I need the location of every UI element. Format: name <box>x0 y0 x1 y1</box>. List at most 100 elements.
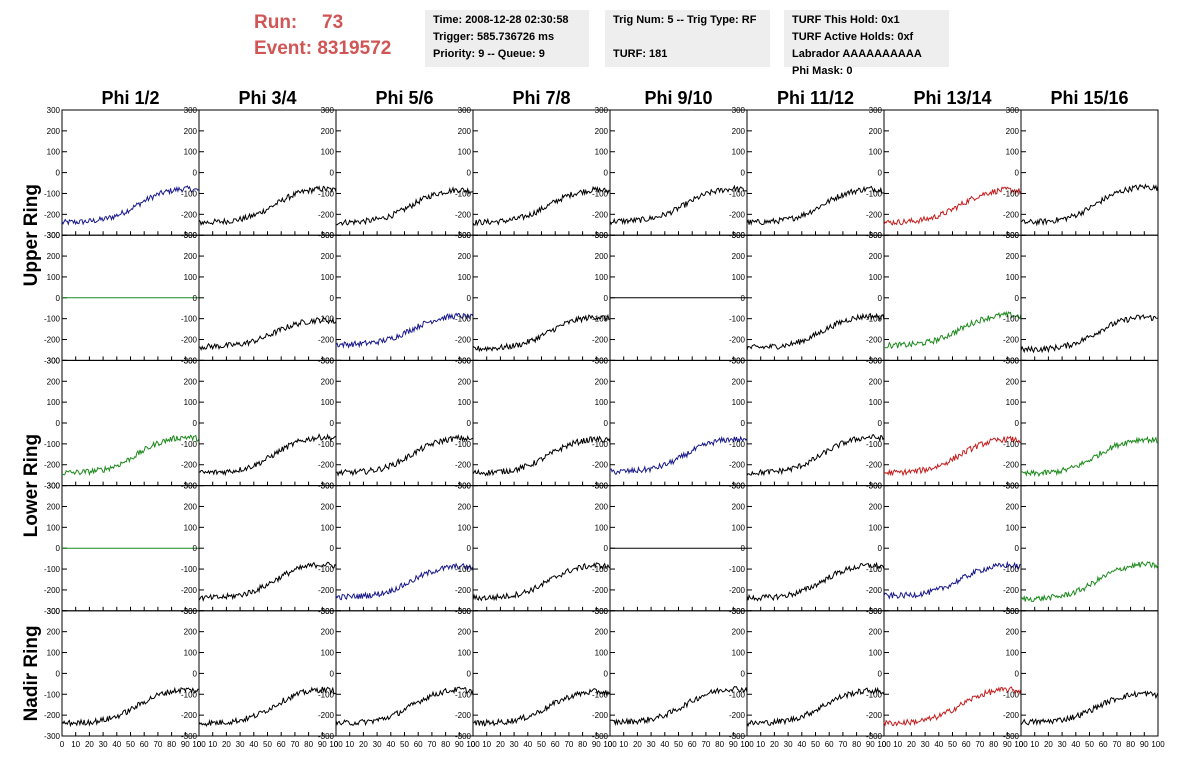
y-tick-label: 100 <box>1006 649 1020 658</box>
y-tick-label: 200 <box>732 377 746 386</box>
x-tick-label: 10 <box>345 740 354 749</box>
y-tick-label: -100 <box>181 189 198 198</box>
trig-type-box: Trig Num: 5 -- Trig Type: RF TURF: 181 <box>605 10 770 67</box>
y-tick-label: -100 <box>44 440 61 449</box>
y-tick-label: 200 <box>732 127 746 136</box>
y-tick-label: 0 <box>878 544 883 553</box>
y-tick-label: 200 <box>321 127 335 136</box>
y-tick-label: 0 <box>878 169 883 178</box>
y-tick-label: 300 <box>321 106 335 115</box>
waveform-trace <box>472 435 611 477</box>
y-tick-label: -200 <box>181 461 198 470</box>
y-tick-label: 300 <box>869 231 883 240</box>
y-tick-label: 300 <box>732 231 746 240</box>
y-tick-label: 0 <box>330 169 335 178</box>
x-tick-label: 100 <box>1151 740 1165 749</box>
y-tick-label: 300 <box>1006 106 1020 115</box>
trigger-info-box: Time: 2008-12-28 02:30:58 Trigger: 585.7… <box>425 10 589 67</box>
priority-text: Priority: 9 -- Queue: 9 <box>433 48 545 60</box>
y-tick-label: -100 <box>866 690 883 699</box>
x-tick-label: 60 <box>414 740 423 749</box>
panel-frame <box>198 610 337 737</box>
panel-frame <box>883 109 1022 236</box>
y-tick-label: -300 <box>44 732 61 741</box>
panel-frame <box>198 234 337 361</box>
x-tick-label: 30 <box>784 740 793 749</box>
x-tick-label: 60 <box>825 740 834 749</box>
y-tick-label: -200 <box>592 210 609 219</box>
y-tick-label: -100 <box>318 440 335 449</box>
y-tick-label: -100 <box>455 565 472 574</box>
panel-frame <box>335 234 474 361</box>
y-tick-label: 200 <box>47 628 61 637</box>
y-tick-label: 100 <box>1006 273 1020 282</box>
y-tick-label: -200 <box>181 586 198 595</box>
labrador-text: Labrador AAAAAAAAAA <box>792 48 922 60</box>
y-tick-label: -200 <box>866 586 883 595</box>
y-tick-label: 200 <box>458 377 472 386</box>
y-tick-label: 200 <box>869 502 883 511</box>
y-tick-label: -300 <box>1003 607 1020 616</box>
y-tick-label: 300 <box>321 607 335 616</box>
y-tick-label: 0 <box>467 169 472 178</box>
y-tick-label: -100 <box>44 315 61 324</box>
waveform-trace <box>883 435 1021 477</box>
x-tick-label: 80 <box>852 740 861 749</box>
column-header: Phi 5/6 <box>375 88 433 108</box>
x-tick-label: 40 <box>112 740 121 749</box>
y-tick-label: 300 <box>1006 482 1020 491</box>
y-tick-label: 0 <box>1015 669 1020 678</box>
x-tick-label: 100 <box>740 740 754 749</box>
y-tick-label: 300 <box>47 482 61 491</box>
y-tick-label: -200 <box>866 336 883 345</box>
y-tick-label: 300 <box>458 106 472 115</box>
y-tick-label: -300 <box>181 732 198 741</box>
y-tick-label: 100 <box>1006 148 1020 157</box>
y-tick-label: 0 <box>56 669 61 678</box>
y-tick-label: 300 <box>732 607 746 616</box>
y-tick-label: 100 <box>458 148 472 157</box>
y-tick-label: -200 <box>44 461 61 470</box>
y-tick-label: -100 <box>455 440 472 449</box>
x-tick-label: 0 <box>745 740 750 749</box>
panel-frame <box>1020 234 1159 361</box>
y-tick-label: 300 <box>595 231 609 240</box>
y-tick-label: 300 <box>732 482 746 491</box>
waveform-trace <box>198 433 337 477</box>
y-tick-label: 0 <box>330 294 335 303</box>
y-tick-label: 100 <box>732 398 746 407</box>
panel-frame <box>472 485 611 612</box>
x-tick-label: 20 <box>633 740 642 749</box>
y-tick-label: -100 <box>181 315 198 324</box>
y-tick-label: 100 <box>184 523 198 532</box>
panel-frame <box>1020 109 1159 236</box>
x-tick-label: 0 <box>471 740 476 749</box>
y-tick-label: 200 <box>458 502 472 511</box>
x-tick-label: 80 <box>715 740 724 749</box>
y-tick-label: 0 <box>741 294 746 303</box>
y-tick-label: -200 <box>866 210 883 219</box>
waveform-trace <box>883 310 1022 349</box>
y-tick-label: 200 <box>595 502 609 511</box>
y-tick-label: 200 <box>869 377 883 386</box>
x-tick-label: 0 <box>60 740 65 749</box>
y-tick-label: 200 <box>595 377 609 386</box>
x-tick-label: 30 <box>373 740 382 749</box>
x-tick-label: 50 <box>537 740 546 749</box>
y-tick-label: 200 <box>1006 252 1020 261</box>
y-tick-label: -300 <box>729 732 746 741</box>
y-tick-label: 100 <box>732 148 746 157</box>
y-tick-label: 0 <box>193 294 198 303</box>
waveform-trace <box>609 184 748 226</box>
y-tick-label: 0 <box>467 294 472 303</box>
waveform-trace <box>883 686 1022 727</box>
y-tick-label: 100 <box>47 649 61 658</box>
y-tick-label: -300 <box>318 607 335 616</box>
y-tick-label: 200 <box>732 252 746 261</box>
y-tick-label: 0 <box>741 419 746 428</box>
y-tick-label: -200 <box>1003 210 1020 219</box>
panel-frame <box>609 359 748 487</box>
y-tick-label: -300 <box>866 607 883 616</box>
y-tick-label: 300 <box>184 607 198 616</box>
y-tick-label: 0 <box>56 419 61 428</box>
